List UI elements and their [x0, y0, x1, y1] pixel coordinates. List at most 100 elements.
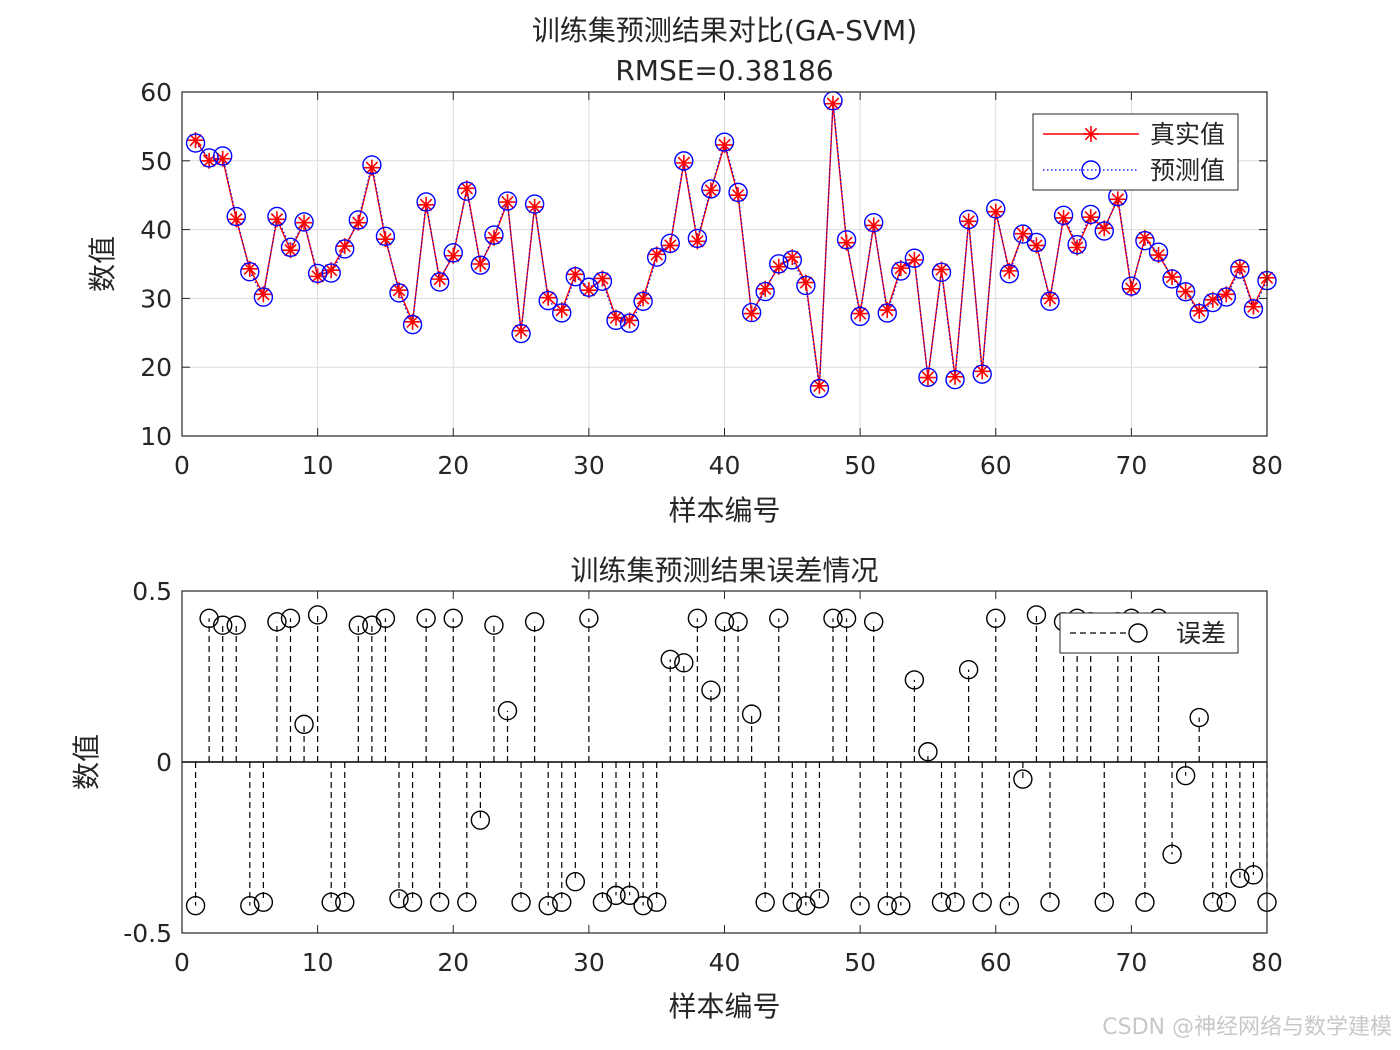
- predicted-value-point: [1067, 234, 1087, 255]
- error-point: [877, 895, 897, 916]
- predicted-value-point: [701, 179, 721, 199]
- predicted-value-point: [741, 302, 762, 323]
- error-point: [267, 612, 287, 632]
- error-point: [714, 612, 735, 632]
- predicted-value-point: [1121, 276, 1142, 296]
- chart-title: 训练集预测结果对比(GA-SVM): [532, 14, 917, 47]
- x-tick-label: 60: [980, 948, 1012, 977]
- true-value-point: [241, 260, 258, 277]
- predicted-value-point: [646, 247, 667, 267]
- true-value-point: [919, 369, 936, 386]
- error-point: [646, 892, 667, 912]
- true-value-point: [513, 322, 530, 339]
- x-tick-label: 40: [709, 948, 741, 977]
- error-point: [1162, 844, 1182, 865]
- error-point: [1189, 707, 1209, 728]
- error-point: [741, 704, 762, 724]
- predicted-value-point: [1094, 221, 1114, 241]
- predicted-value-point: [267, 206, 287, 227]
- true-value-point: [472, 256, 489, 272]
- error-point: [1243, 865, 1264, 885]
- legend: 误差: [1059, 612, 1239, 654]
- predicted-value-point: [335, 239, 355, 259]
- error-point: [931, 892, 952, 912]
- true-value-point: [770, 258, 787, 275]
- predicted-value-point: [443, 243, 463, 263]
- predicted-value-point: [769, 254, 789, 274]
- error-point: [1135, 892, 1155, 912]
- predicted-value-point: [863, 212, 884, 233]
- true-value-point: [838, 234, 855, 251]
- true-value-point: [594, 270, 611, 287]
- error-point: [294, 714, 314, 735]
- x-tick-label: 30: [573, 451, 605, 480]
- true-value-point: [892, 260, 909, 277]
- true-value-point: [1028, 237, 1045, 254]
- true-value-point: [377, 231, 394, 248]
- true-value-point: [1055, 209, 1072, 226]
- true-value-point: [553, 302, 570, 319]
- predicted-value-point: [226, 206, 246, 227]
- true-value-point: [1096, 220, 1113, 237]
- true-value-point: [336, 238, 353, 255]
- error-point: [416, 608, 436, 629]
- true-value-point: [445, 247, 462, 264]
- predicted-value-point: [1216, 287, 1237, 307]
- true-value-point: [852, 305, 869, 322]
- error-point: [891, 895, 911, 916]
- true-value-point: [418, 196, 435, 213]
- error-point: [402, 892, 423, 912]
- predicted-value-point: [538, 290, 558, 311]
- predicted-value-point: [552, 303, 572, 323]
- true-value-point: [404, 313, 421, 330]
- predicted-value-point: [958, 209, 979, 230]
- true-value-point: [987, 203, 1004, 220]
- true-value-point: [187, 132, 204, 149]
- true-value-point: [282, 242, 299, 259]
- predicted-value-point: [402, 314, 423, 335]
- true-value-point: [1150, 247, 1167, 264]
- error-point: [552, 892, 572, 912]
- error-point: [199, 608, 219, 629]
- predicted-value-point: [1243, 299, 1264, 319]
- x-tick-label: 80: [1251, 451, 1283, 480]
- predicted-value-point: [1148, 242, 1169, 262]
- true-value-point: [702, 182, 719, 199]
- error-point: [226, 615, 246, 635]
- true-value-point: [689, 233, 706, 250]
- legend-label-error: 误差: [1176, 619, 1226, 648]
- true-value-point: [1123, 280, 1140, 297]
- predicted-value-point: [212, 146, 233, 166]
- true-value-point: [567, 266, 584, 283]
- true-value-point: [960, 213, 977, 230]
- error-point: [823, 608, 843, 629]
- true-value-point: [1042, 290, 1058, 307]
- predicted-value-point: [199, 148, 219, 168]
- predicted-value-point: [429, 272, 450, 292]
- error-point: [1203, 892, 1223, 912]
- predicted-value-point: [348, 210, 369, 230]
- error-point: [212, 615, 233, 635]
- watermark: CSDN @神经网络与数学建模: [1102, 1015, 1392, 1040]
- error-point: [796, 895, 816, 916]
- true-value-point: [580, 282, 597, 299]
- predicted-value-point: [619, 313, 640, 333]
- y-tick-label: -0.5: [123, 919, 172, 948]
- predicted-value-point: [687, 228, 708, 249]
- true-value-point: [825, 95, 841, 112]
- chart-top: 0 10 20 30 40 50 60 70 80102030405060训练集预测结果对比(G…: [86, 14, 1283, 527]
- true-value-point: [1231, 258, 1248, 275]
- x-tick-label: 50: [844, 948, 876, 977]
- chart-bottom: 0 10 20 30 40 50 60 70 80-0.500.5训练集预测结果误差情况样本编号…: [70, 554, 1283, 1023]
- true-value-point: [757, 280, 774, 297]
- predicted-value-point: [1040, 291, 1060, 311]
- predicted-value-point: [1203, 292, 1223, 313]
- true-value-point: [879, 302, 896, 319]
- legend-marker-error: [1128, 623, 1148, 643]
- true-value-point: [431, 271, 448, 288]
- error-point: [701, 680, 721, 700]
- true-value-point: [635, 290, 652, 307]
- true-value-point: [797, 274, 814, 291]
- true-value-point: [743, 305, 760, 322]
- chart-subtitle: RMSE=0.38186: [615, 54, 833, 87]
